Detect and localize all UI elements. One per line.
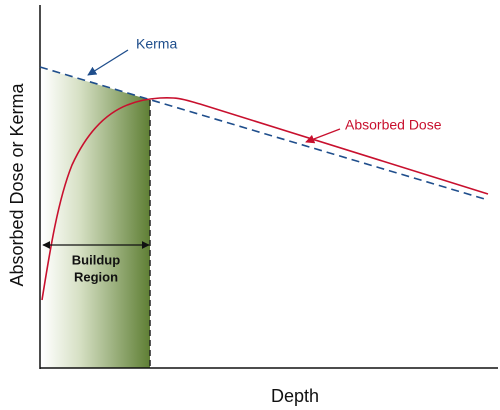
region-label: Region: [74, 269, 118, 284]
buildup-region: [42, 68, 150, 368]
kerma-label: Kerma: [136, 36, 177, 52]
dose-pointer: [305, 128, 341, 144]
dose-label: Absorbed Dose: [345, 117, 442, 133]
kerma-pointer: [87, 49, 129, 76]
dose-curve: [41, 97, 489, 301]
x-axis-label: Depth: [271, 386, 319, 406]
region-label: Buildup: [72, 252, 120, 267]
y-axis-label: Absorbed Dose or Kerma: [7, 82, 27, 286]
